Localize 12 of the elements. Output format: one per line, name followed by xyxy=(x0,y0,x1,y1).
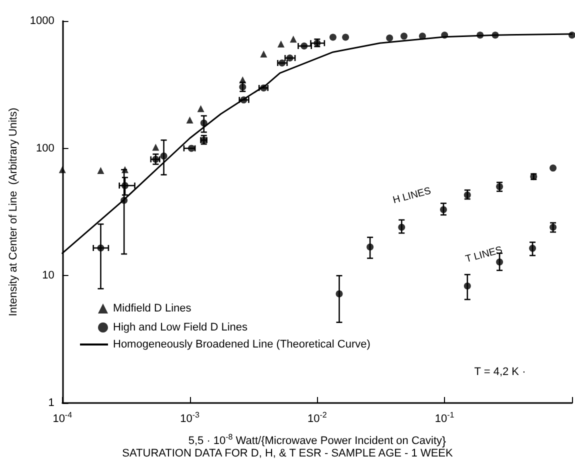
y-tick-label: 100 xyxy=(36,142,54,154)
annotation: H LINES xyxy=(392,186,433,206)
legend-label: Midfield D Lines xyxy=(113,302,192,314)
annotation: T LINES xyxy=(464,244,504,266)
legend-label: Homogeneously Broadened Line (Theoretical Curve) xyxy=(113,338,370,350)
y-tick-label: 1 xyxy=(48,397,54,409)
annotation: T = 4,2 K · xyxy=(474,366,526,378)
y-axis-title: Intensity at Center of Line (Arbitrary Units) xyxy=(8,108,20,316)
y-tick-label: 1000 xyxy=(30,15,54,27)
text: SATURATION DATA FOR D, H, & T ESR - SAMPLE AGE - 1 WEEK xyxy=(122,448,454,460)
legend-label: High and Low Field D Lines xyxy=(113,322,248,334)
y-tick-label: 10 xyxy=(42,270,54,282)
